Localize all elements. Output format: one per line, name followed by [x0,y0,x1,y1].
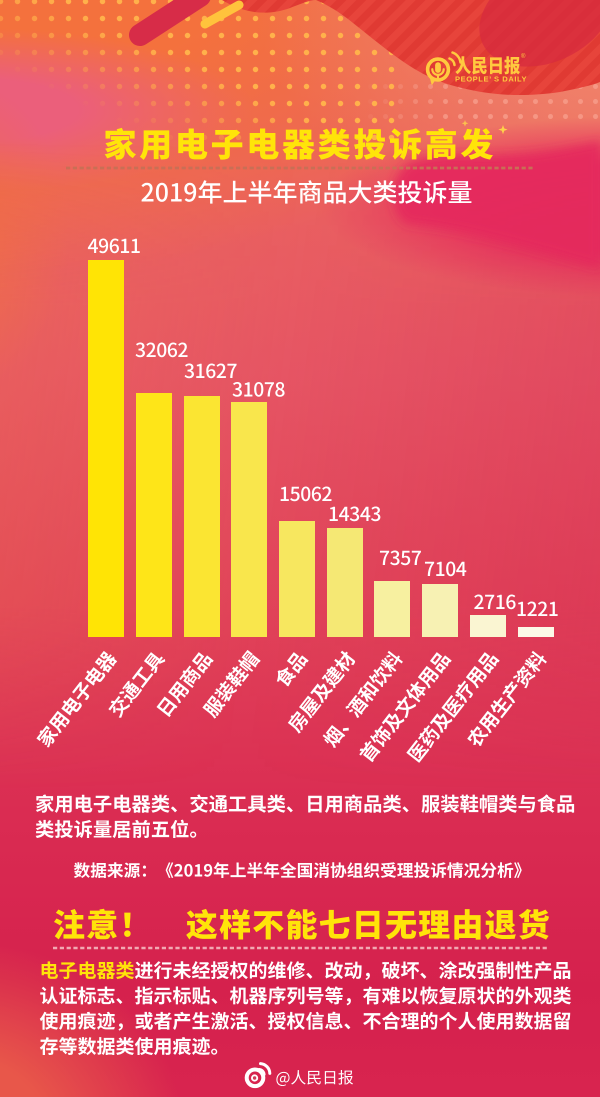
svg-text:®: ® [521,53,526,60]
svg-text:PEOPLE’ S DAILY: PEOPLE’ S DAILY [455,75,527,84]
